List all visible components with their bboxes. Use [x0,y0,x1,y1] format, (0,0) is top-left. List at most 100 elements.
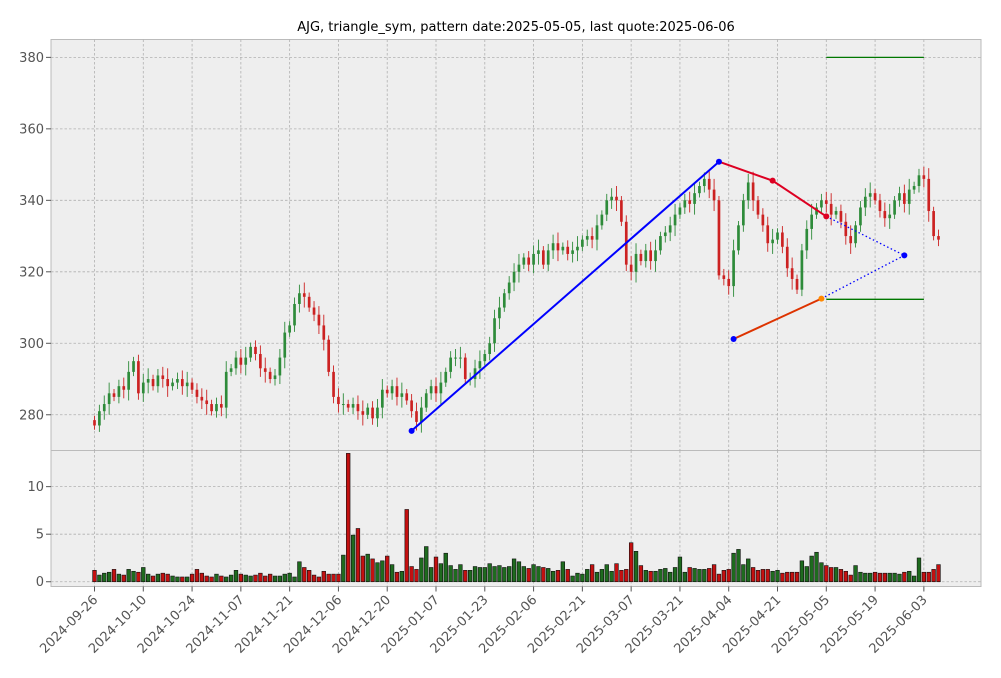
volume-bar [804,566,809,583]
candle-body [629,264,633,272]
volume-bar [619,570,624,583]
volume-bar [692,568,697,583]
volume-bar [248,575,253,583]
candle-body [712,189,716,201]
candle-body [488,343,492,355]
volume-bar [682,571,687,583]
candle-body [151,379,155,387]
volume-bar [316,576,322,583]
candle-body [917,175,921,187]
volume-bar [916,557,922,583]
volume-bar [341,554,346,583]
candle-body [654,250,657,262]
volume-bar [838,569,844,583]
volume-bar [658,569,663,583]
candle-body [195,389,199,397]
candle-body [663,232,667,237]
volume-bar [477,567,483,583]
volume-bar [609,570,614,583]
candle-body [727,278,731,287]
candle-body [93,420,96,426]
chart-title: AJG, triangle_sym, pattern date:2025-05-… [297,20,735,35]
candle-body [268,371,272,380]
candle-body [239,357,243,365]
candle-body [600,214,604,226]
candle-body [117,386,121,397]
candle-body [137,361,140,394]
volume-bar [736,549,741,583]
volume-bar [394,571,400,583]
candle-body [322,325,326,340]
candle-body [820,200,823,208]
volume-bar [911,575,917,583]
candle-body [737,225,740,251]
candle-body [888,214,892,219]
candle-body [561,246,565,251]
volume-bar [263,575,268,583]
volume-bar [531,564,536,583]
volume-bar [404,509,409,583]
price-tick-label: 280 [19,408,44,423]
volume-bar [180,576,185,583]
candle-body [180,379,184,387]
candle-body [366,407,370,415]
candle-body [649,250,653,262]
volume-bar [409,566,414,583]
volume-bar [228,574,234,583]
volume-bar [663,568,668,583]
candle-body [698,186,701,194]
volume-bar [458,564,463,583]
volume-bar [829,567,834,583]
candle-body [546,250,550,265]
candle-body [620,200,623,222]
candle-body [337,396,340,405]
candle-body [668,225,672,233]
candle-body [756,200,760,215]
candle-body [141,382,145,394]
volume-bar [448,565,453,583]
candle-body [517,264,521,272]
candle-body [444,371,448,383]
volume-bar [102,572,107,583]
price-axis: 280 300 320 340 360 380 [19,51,51,423]
candle-body [722,275,726,279]
candle-body [278,357,282,376]
candle-body [795,278,799,290]
volume-bar [389,564,395,583]
volume-bar [497,565,502,583]
volume-bar [638,565,644,583]
candle-body [429,386,433,394]
candle-body [102,404,106,412]
candle-body [878,200,882,212]
candle-body [571,250,574,254]
candle-body [473,368,477,380]
volume-bar [380,560,385,583]
candle-body [834,211,838,215]
volume-bar [536,566,541,583]
volume-bar [253,574,258,583]
volume-bar [428,567,434,583]
candle-body [824,200,828,204]
candle-body [683,200,687,208]
candle-body [610,196,613,201]
candle-body [678,207,682,215]
volume-bar [214,573,219,583]
volume-bar [897,573,902,583]
volume-bar [653,570,658,583]
volume-bar [882,572,887,583]
volume-bar [570,575,575,583]
candle-body [498,307,501,319]
volume-bar [887,572,892,583]
candle-body [434,386,438,394]
volume-bar [931,569,936,583]
volume-bar [370,558,375,583]
candle-body [371,407,374,419]
volume-bar [97,574,102,583]
volume-bar [789,571,795,583]
volume-bar [746,558,751,583]
volume-bar [604,564,609,583]
swing-high-point [715,158,722,165]
volume-bar [858,571,863,583]
volume-bar [116,573,122,583]
candle-body [224,371,228,408]
